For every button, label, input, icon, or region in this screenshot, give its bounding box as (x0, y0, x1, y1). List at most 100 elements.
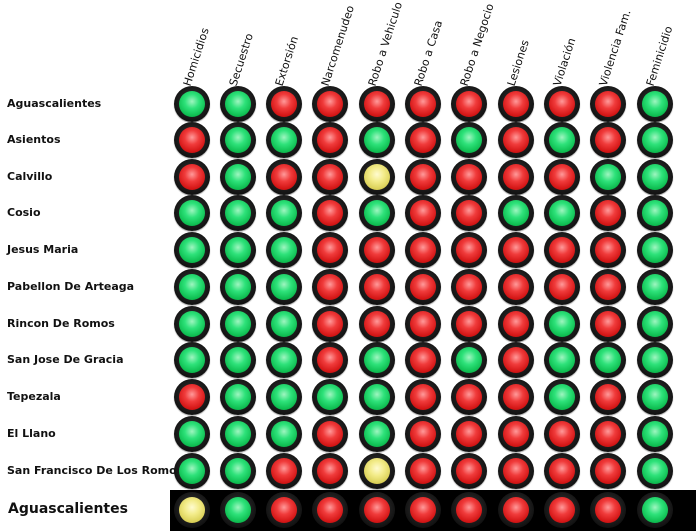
green-status-light (498, 195, 534, 231)
green-status-light (174, 269, 210, 305)
light-lamp (225, 347, 251, 373)
light-lamp (503, 200, 529, 226)
red-status-light (312, 195, 348, 231)
red-status-light (451, 195, 487, 231)
green-status-light (220, 492, 256, 528)
light-lamp (410, 164, 436, 190)
red-status-light (590, 269, 626, 305)
light-lamp (271, 127, 297, 153)
red-status-light (451, 232, 487, 268)
red-status-light (266, 86, 302, 122)
light-lamp (642, 384, 668, 410)
light-lamp (595, 347, 621, 373)
red-status-light (590, 306, 626, 342)
municipality-row: San Francisco De Los Romo (0, 453, 696, 489)
light-lamp (364, 311, 390, 337)
light-lamp (410, 91, 436, 117)
green-status-light (266, 306, 302, 342)
red-status-light (312, 232, 348, 268)
light-lamp (595, 127, 621, 153)
municipality-row: Jesus Maria (0, 232, 696, 268)
light-lamp (271, 421, 297, 447)
light-lamp (364, 458, 390, 484)
light-lamp (410, 347, 436, 373)
light-lamp (271, 274, 297, 300)
light-lamp (317, 164, 343, 190)
red-status-light (451, 306, 487, 342)
yellow-status-light (174, 492, 210, 528)
red-status-light (405, 269, 441, 305)
light-lamp (456, 384, 482, 410)
light-lamp (225, 237, 251, 263)
light-lamp (503, 91, 529, 117)
light-lamp (456, 497, 482, 523)
light-lamp (179, 200, 205, 226)
light-lamp (503, 384, 529, 410)
green-status-light (637, 306, 673, 342)
light-lamp (410, 274, 436, 300)
red-status-light (498, 159, 534, 195)
light-lamp (642, 421, 668, 447)
red-status-light (451, 86, 487, 122)
yellow-status-light (359, 453, 395, 489)
green-status-light (590, 342, 626, 378)
municipality-row: Aguascalientes (0, 86, 696, 122)
red-status-light (451, 159, 487, 195)
light-lamp (225, 421, 251, 447)
light-lamp (410, 200, 436, 226)
light-lamp (595, 164, 621, 190)
green-status-light (451, 122, 487, 158)
light-lamp (410, 458, 436, 484)
green-status-light (637, 232, 673, 268)
light-lamp (549, 91, 575, 117)
light-lamp (179, 497, 205, 523)
green-status-light (544, 306, 580, 342)
light-lamp (317, 237, 343, 263)
light-lamp (225, 127, 251, 153)
red-status-light (312, 453, 348, 489)
light-lamp (642, 458, 668, 484)
light-lamp (642, 164, 668, 190)
row-label: Pabellon De Arteaga (7, 280, 135, 293)
green-status-light (220, 342, 256, 378)
municipality-row: Pabellon De Arteaga (0, 269, 696, 305)
green-status-light (359, 195, 395, 231)
municipality-row: San Jose De Gracia (0, 342, 696, 378)
green-status-light (637, 86, 673, 122)
municipality-row: Tepezala (0, 379, 696, 415)
light-lamp (179, 384, 205, 410)
green-status-light (174, 416, 210, 452)
light-lamp (503, 237, 529, 263)
light-lamp (642, 91, 668, 117)
light-lamp (364, 91, 390, 117)
red-status-light (451, 269, 487, 305)
light-lamp (317, 458, 343, 484)
red-status-light (405, 416, 441, 452)
red-status-light (312, 416, 348, 452)
red-status-light (312, 86, 348, 122)
light-lamp (642, 127, 668, 153)
light-lamp (549, 274, 575, 300)
light-lamp (225, 311, 251, 337)
red-status-light (312, 342, 348, 378)
red-status-light (451, 492, 487, 528)
light-lamp (225, 164, 251, 190)
light-lamp (225, 384, 251, 410)
green-status-light (220, 306, 256, 342)
light-lamp (503, 458, 529, 484)
light-lamp (410, 127, 436, 153)
light-lamp (410, 384, 436, 410)
green-status-light (637, 492, 673, 528)
light-lamp (456, 458, 482, 484)
light-lamp (179, 274, 205, 300)
light-lamp (595, 200, 621, 226)
light-lamp (456, 347, 482, 373)
light-lamp (364, 274, 390, 300)
green-status-light (266, 342, 302, 378)
light-lamp (642, 497, 668, 523)
green-status-light (266, 416, 302, 452)
light-lamp (549, 164, 575, 190)
green-status-light (637, 269, 673, 305)
green-status-light (220, 269, 256, 305)
light-lamp (549, 200, 575, 226)
